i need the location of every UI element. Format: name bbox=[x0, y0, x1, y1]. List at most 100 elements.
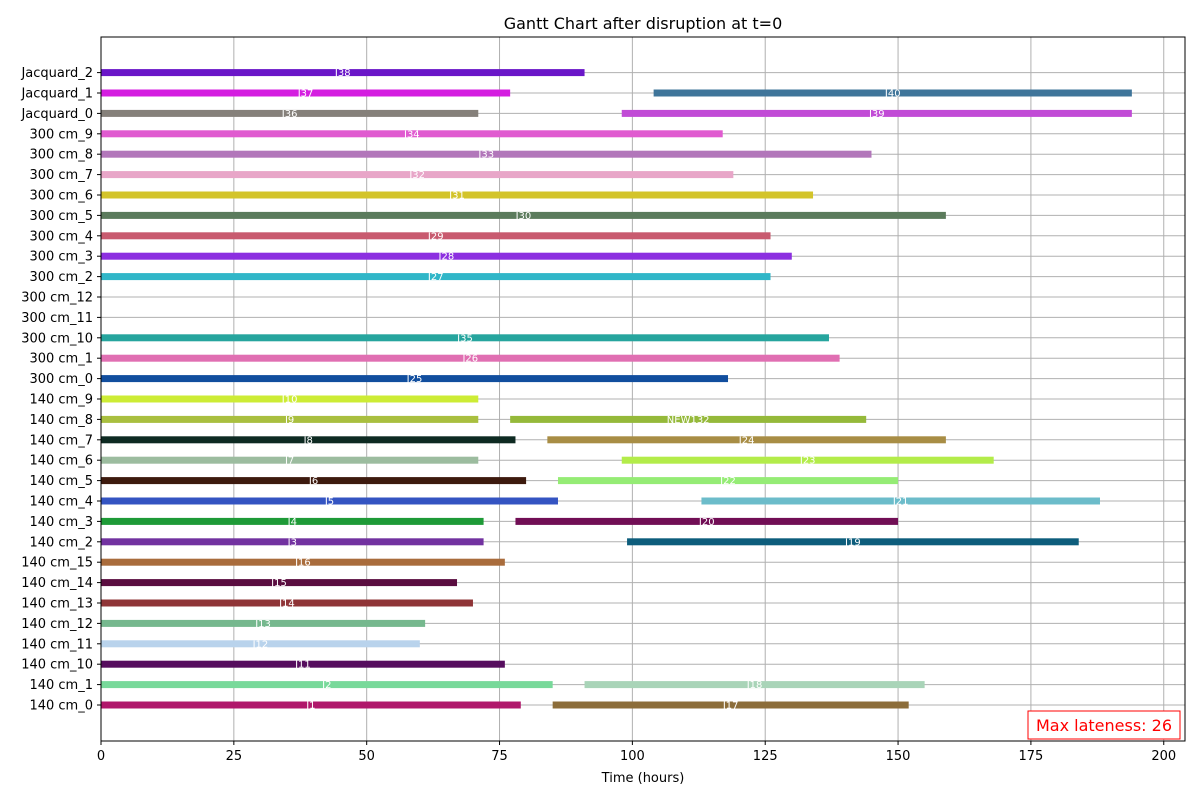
task-bar bbox=[621, 109, 1132, 117]
task-label: J40 bbox=[884, 89, 901, 100]
task-label: J28 bbox=[438, 252, 455, 263]
y-tick-label: 140 cm_2 bbox=[29, 535, 93, 550]
task-label: J22 bbox=[719, 476, 736, 487]
y-axis: 140 cm_0 140 cm_1 140 cm_10 140 cm_11 140 cm… bbox=[20, 66, 101, 714]
task-bar bbox=[101, 232, 771, 240]
task-bar bbox=[627, 538, 1079, 546]
annotation-box bbox=[1027, 710, 1181, 740]
task-bar bbox=[101, 619, 426, 627]
y-tick-label: 140 cm_6 bbox=[29, 454, 93, 469]
task-bar bbox=[552, 701, 909, 709]
task-label: J16 bbox=[294, 558, 311, 569]
task-bar bbox=[101, 599, 473, 607]
y-tick-label: 300 cm_10 bbox=[21, 331, 93, 346]
y-tick-label: 140 cm_10 bbox=[21, 658, 93, 673]
y-tick-label: 140 cm_0 bbox=[29, 699, 93, 714]
task-bar bbox=[101, 89, 511, 97]
task-label: J39 bbox=[868, 109, 885, 120]
task-bar bbox=[101, 517, 484, 525]
y-tick-label: 300 cm_9 bbox=[29, 127, 93, 142]
task-label: J34 bbox=[403, 129, 420, 140]
y-tick-label: 300 cm_2 bbox=[29, 270, 93, 285]
task-bar bbox=[101, 681, 553, 689]
x-tick-label: 125 bbox=[753, 749, 778, 764]
x-tick-label: 25 bbox=[226, 749, 243, 764]
task-label: J19 bbox=[844, 537, 861, 548]
task-bar bbox=[101, 497, 558, 505]
task-label: J5 bbox=[324, 497, 334, 508]
y-tick-label: 300 cm_6 bbox=[29, 189, 93, 204]
y-tick-label: 300 cm_8 bbox=[29, 148, 93, 163]
task-bar bbox=[557, 477, 899, 485]
y-tick-label: Jacquard_2 bbox=[20, 66, 93, 81]
task-bar bbox=[101, 354, 840, 362]
task-bar bbox=[101, 640, 420, 648]
task-label: J26 bbox=[461, 354, 478, 365]
task-label: J1 bbox=[305, 701, 315, 712]
task-label: J31 bbox=[448, 191, 465, 202]
task-label: J14 bbox=[278, 599, 295, 610]
task-label: J3 bbox=[287, 537, 297, 548]
plot-frame bbox=[100, 36, 1186, 742]
task-label: J10 bbox=[281, 395, 298, 406]
y-tick-label: 140 cm_7 bbox=[29, 433, 93, 448]
task-bar bbox=[101, 191, 814, 199]
max-lateness-annotation: Max lateness: 26 bbox=[1027, 710, 1181, 740]
task-bar bbox=[101, 436, 516, 444]
task-bar bbox=[101, 660, 505, 668]
y-tick-label: 140 cm_3 bbox=[29, 515, 93, 530]
y-tick-label: 140 cm_15 bbox=[21, 556, 93, 571]
task-bar bbox=[101, 415, 479, 423]
y-tick-label: 140 cm_13 bbox=[21, 597, 93, 612]
bars-layer: J1 J17 J2 J18 J11 J12 J13 J14 J15 J16 J3 J19 J4 J20 J5… bbox=[101, 68, 1132, 712]
task-bar bbox=[101, 538, 484, 546]
task-bar bbox=[101, 375, 729, 383]
task-bar bbox=[101, 477, 527, 485]
task-label: J25 bbox=[406, 374, 423, 385]
task-label: J27 bbox=[427, 272, 444, 283]
task-bar bbox=[547, 436, 946, 444]
task-label: J8 bbox=[303, 435, 313, 446]
task-label: J20 bbox=[698, 517, 715, 528]
y-tick-label: 300 cm_5 bbox=[29, 209, 93, 224]
task-label: J35 bbox=[456, 333, 473, 344]
y-tick-label: 140 cm_11 bbox=[21, 637, 93, 652]
x-tick-label: 100 bbox=[620, 749, 645, 764]
chart-title: Gantt Chart after disruption at t=0 bbox=[504, 14, 783, 33]
task-bar bbox=[101, 701, 521, 709]
task-bar bbox=[101, 579, 458, 587]
task-label: J30 bbox=[515, 211, 532, 222]
task-label: J32 bbox=[408, 170, 425, 181]
task-bar bbox=[510, 415, 867, 423]
task-label: J17 bbox=[722, 701, 739, 712]
task-label: J23 bbox=[799, 456, 816, 467]
y-tick-label: 300 cm_7 bbox=[29, 168, 93, 183]
x-tick-label: 75 bbox=[491, 749, 508, 764]
grid-lines bbox=[100, 37, 1185, 741]
task-bar bbox=[101, 395, 479, 403]
task-bar bbox=[515, 517, 899, 525]
task-bar bbox=[101, 171, 734, 179]
x-tick-label: 200 bbox=[1151, 749, 1176, 764]
task-bar bbox=[101, 273, 771, 281]
task-label: J37 bbox=[297, 89, 314, 100]
x-tick-label: 175 bbox=[1018, 749, 1043, 764]
y-tick-label: 140 cm_14 bbox=[21, 576, 93, 591]
task-bar bbox=[101, 558, 505, 566]
task-label: J9 bbox=[284, 415, 294, 426]
y-tick-label: 140 cm_1 bbox=[29, 678, 93, 693]
task-bar bbox=[101, 69, 585, 77]
task-bar bbox=[701, 497, 1100, 505]
y-tick-label: 140 cm_4 bbox=[29, 495, 93, 510]
task-label: J11 bbox=[294, 660, 311, 671]
task-bar bbox=[653, 89, 1132, 97]
task-bar bbox=[101, 456, 479, 464]
task-label: J24 bbox=[738, 435, 755, 446]
y-tick-label: Jacquard_0 bbox=[20, 107, 93, 122]
task-label: J7 bbox=[284, 456, 294, 467]
task-label: J13 bbox=[254, 619, 271, 630]
x-tick-label: 0 bbox=[97, 749, 105, 764]
task-label: J2 bbox=[321, 680, 331, 691]
